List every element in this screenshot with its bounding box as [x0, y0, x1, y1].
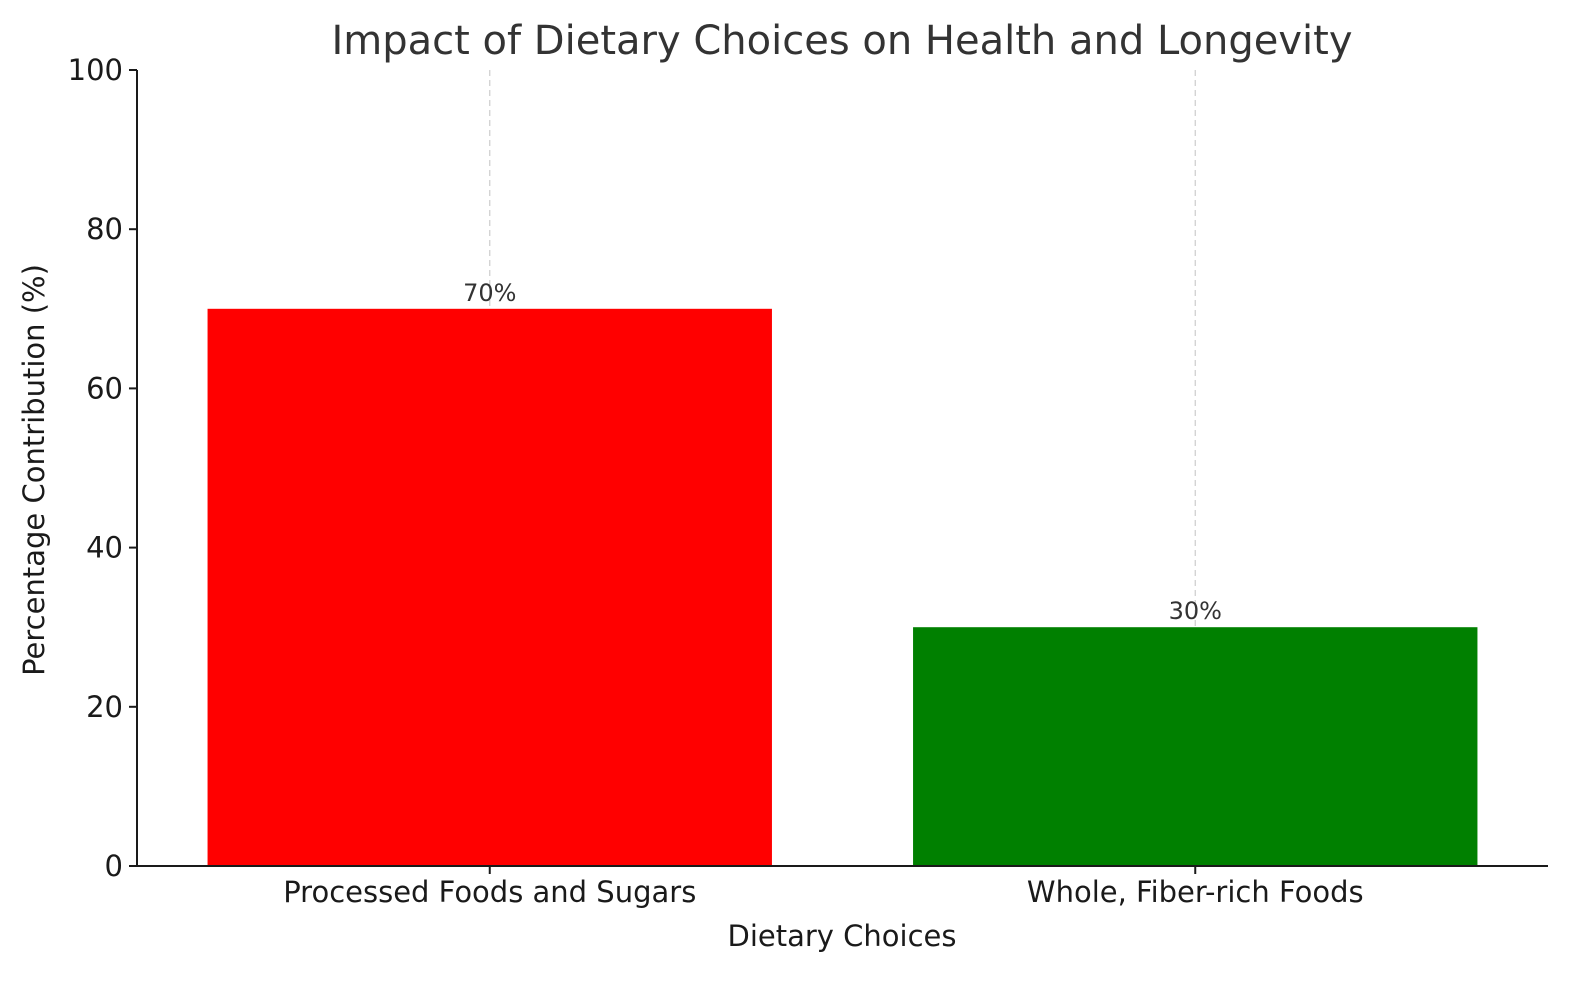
axes: Processed Foods and Sugars Whole, Fiber-r… [68, 53, 1548, 909]
y-tick-label-3: 60 [86, 371, 123, 405]
y-tick-label-1: 20 [86, 690, 123, 724]
data-label-1: 30% [1169, 597, 1222, 625]
y-axis-label: Percentage Contribution (%) [17, 264, 51, 676]
y-tick-label-0: 0 [105, 849, 123, 883]
bar-0 [207, 308, 772, 866]
x-tick-label-0: Processed Foods and Sugars [283, 875, 696, 909]
bar-1 [913, 627, 1478, 866]
bars [207, 308, 1478, 866]
y-tick-label-2: 40 [86, 531, 123, 565]
x-axis-label: Dietary Choices [728, 919, 957, 953]
chart-title: Impact of Dietary Choices on Health and … [331, 18, 1352, 64]
data-labels: 70% 30% [463, 279, 1222, 625]
x-tick-label-1: Whole, Fiber-rich Foods [1027, 875, 1364, 909]
y-tick-label-4: 80 [86, 212, 123, 246]
data-label-0: 70% [463, 279, 516, 307]
y-tick-label-5: 100 [68, 53, 123, 87]
